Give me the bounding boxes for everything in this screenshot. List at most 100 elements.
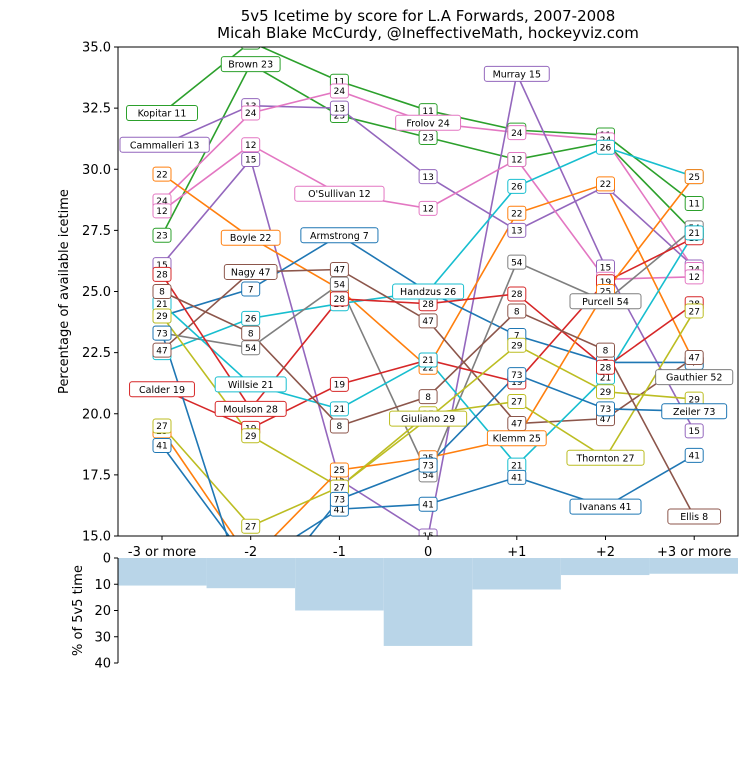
point-marker — [596, 359, 615, 375]
y-tick-label: 17.5 — [82, 468, 111, 483]
point-marker — [241, 325, 261, 341]
point-number: 25 — [334, 466, 345, 476]
point-marker — [152, 438, 172, 454]
point-number: 28 — [334, 295, 346, 305]
y-tick-label: 22.5 — [82, 346, 111, 361]
series-name-label: Ellis 8 — [680, 512, 708, 523]
point-number: 73 — [511, 371, 522, 381]
point-number: 19 — [511, 378, 523, 388]
series-name-box — [667, 508, 722, 525]
series-name-label: Nagy 47 — [231, 267, 271, 278]
point-number: 54 — [245, 344, 257, 354]
series-name-box — [392, 283, 465, 300]
point-marker — [596, 139, 615, 155]
point-number: 8 — [337, 422, 343, 432]
x-tick-label: -2 — [244, 545, 257, 560]
point-marker — [418, 169, 438, 185]
point-marker — [241, 518, 261, 534]
point-marker — [596, 384, 615, 400]
point-marker — [596, 342, 615, 358]
series-name-label: Ivanans 41 — [579, 502, 631, 513]
point-number: 12 — [245, 141, 256, 151]
point-marker — [152, 284, 172, 299]
series-name-label: Moulson 28 — [223, 404, 278, 415]
point-marker — [152, 266, 172, 282]
series-name-box — [220, 56, 281, 73]
point-number: 54 — [334, 280, 346, 290]
point-number: 73 — [600, 405, 611, 415]
series-name-box — [389, 410, 468, 427]
time-share-bar — [206, 558, 296, 589]
point-number: 21 — [334, 405, 345, 415]
chart-title: 5v5 Icetime by score for L.A Forwards, 2… — [241, 7, 616, 25]
point-number: 28 — [511, 290, 523, 300]
main-plot-frame — [117, 46, 739, 537]
point-number: 41 — [511, 474, 522, 484]
point-marker — [418, 496, 438, 512]
point-number: 8 — [159, 288, 165, 298]
point-marker — [507, 394, 527, 410]
point-marker — [418, 313, 438, 329]
point-number: 11 — [334, 77, 345, 87]
series-name-label: Giuliano 29 — [401, 414, 455, 425]
point-marker — [329, 418, 349, 434]
series-name-box — [486, 430, 547, 447]
point-number: 15 — [422, 532, 433, 542]
point-number: 47 — [156, 346, 167, 356]
time-share-bar — [560, 558, 650, 576]
chart-subtitle: Micah Blake McCurdy, @IneffectiveMath, h… — [217, 24, 639, 42]
point-number: 19 — [334, 381, 346, 391]
series-name-label: Armstrong 7 — [310, 231, 369, 242]
y-tick-label: 25.0 — [82, 285, 111, 300]
x-tick-label: -1 — [333, 545, 346, 560]
time-share-y-tick-label: 30 — [94, 630, 111, 645]
point-number: 27 — [334, 483, 345, 493]
point-number: 24 — [245, 109, 257, 119]
point-number: 47 — [422, 317, 433, 327]
point-marker — [418, 352, 438, 368]
point-number: 15 — [688, 427, 699, 437]
series-name-box — [126, 105, 198, 122]
point-number: 47 — [600, 415, 611, 425]
x-tick-label: +1 — [507, 545, 526, 560]
point-number: 12 — [688, 273, 699, 283]
point-marker — [418, 528, 438, 536]
point-number: 54 — [422, 471, 434, 481]
series-name-label: Thornton 27 — [575, 453, 634, 464]
point-number: 28 — [156, 271, 168, 281]
point-marker — [684, 423, 704, 439]
series-name-label: O'Sullivan 12 — [308, 189, 371, 200]
point-marker — [418, 389, 438, 405]
time-share-y-tick-label: 10 — [94, 578, 111, 593]
point-number: 22 — [600, 180, 611, 190]
point-marker — [507, 303, 527, 319]
point-number: 41 — [156, 442, 167, 452]
point-number: 26 — [511, 183, 523, 193]
point-number: 25 — [600, 288, 611, 298]
point-marker — [241, 281, 261, 297]
point-number: 41 — [334, 505, 345, 515]
series-name-box — [129, 381, 195, 398]
point-number: 29 — [245, 432, 257, 442]
series-name-box — [395, 114, 462, 131]
point-number: 7 — [248, 285, 254, 295]
point-number: 73 — [156, 329, 167, 339]
point-number: 12 — [511, 156, 522, 166]
point-number: 8 — [248, 329, 254, 339]
point-number: 47 — [511, 420, 522, 430]
y-tick-label: 32.5 — [82, 102, 111, 117]
point-marker — [507, 469, 527, 485]
point-marker — [329, 491, 349, 507]
series-name-label: Murray 15 — [493, 69, 541, 80]
series-name-label: Boyle 22 — [230, 233, 272, 244]
point-marker — [329, 276, 349, 292]
point-number: 22 — [422, 363, 433, 373]
point-number: 25 — [688, 173, 699, 183]
point-marker — [507, 222, 527, 238]
point-marker — [418, 457, 438, 473]
series-name-label: Brown 23 — [228, 60, 273, 71]
point-marker — [507, 125, 527, 141]
point-marker — [152, 203, 172, 219]
point-number: 26 — [245, 315, 257, 325]
